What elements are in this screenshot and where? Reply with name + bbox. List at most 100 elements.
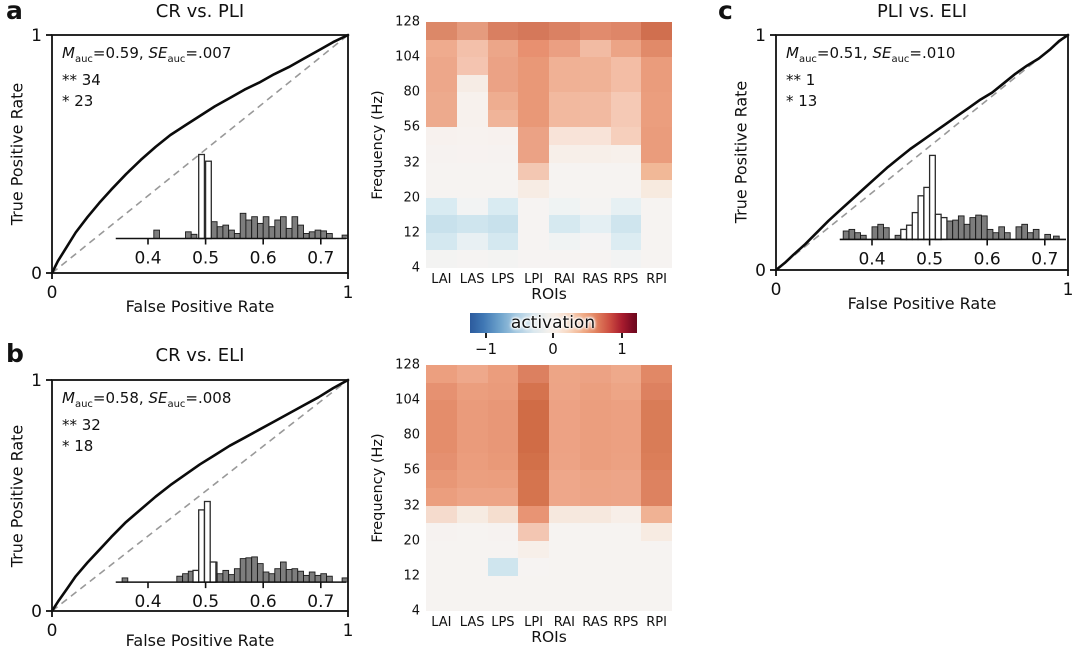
inset-white-bar bbox=[204, 160, 212, 240]
heatmap-cell bbox=[549, 558, 580, 576]
roc-a-title: CR vs. PLI bbox=[155, 1, 245, 22]
heatmap-cell bbox=[426, 452, 457, 471]
heatmap-cell bbox=[487, 417, 519, 436]
heatmap-cell bbox=[549, 57, 580, 75]
heatmap-cell bbox=[487, 523, 519, 541]
heatmap-cell bbox=[518, 144, 549, 163]
heatmap-cell bbox=[641, 470, 672, 488]
heatmap-cell bbox=[579, 365, 611, 383]
heatmap-cell bbox=[641, 575, 672, 594]
heatmap-cell bbox=[456, 74, 488, 93]
roi-column-label: RPS bbox=[613, 615, 639, 630]
heatmap-cell bbox=[487, 74, 519, 93]
heatmap-cell bbox=[518, 162, 549, 181]
heatmap-cell bbox=[518, 470, 549, 488]
freq-tick-label: 56 bbox=[403, 462, 420, 478]
heatmap-cell bbox=[426, 382, 457, 401]
heatmap-cell bbox=[610, 250, 642, 268]
heatmap-cell bbox=[641, 197, 672, 216]
inset-tick-label: 0.6 bbox=[250, 592, 277, 612]
heatmap-cell bbox=[610, 57, 642, 75]
inset-tick-label: 0.6 bbox=[974, 249, 1001, 269]
inset-gray-bar bbox=[957, 215, 965, 240]
heatmap-cell bbox=[610, 400, 642, 418]
heatmap-cell bbox=[579, 144, 611, 163]
heatmap-cell bbox=[518, 92, 549, 110]
heatmap-cell bbox=[456, 197, 488, 216]
heatmap-cell bbox=[610, 575, 642, 594]
stat-se-sub: auc bbox=[167, 399, 186, 410]
plot-frame bbox=[775, 34, 1069, 271]
heatmap-cell bbox=[549, 382, 580, 401]
inset-gray-bar bbox=[981, 215, 988, 240]
heatmap-cell bbox=[579, 575, 611, 594]
heatmap-cell bbox=[579, 558, 611, 576]
heatmap-cell bbox=[487, 250, 519, 268]
inset-gray-bar bbox=[877, 223, 884, 240]
freq-tick-label: 20 bbox=[403, 190, 420, 206]
heatmap-cell bbox=[487, 593, 519, 611]
inset-tick-label: 0.4 bbox=[858, 249, 885, 269]
heatmap-cell bbox=[549, 127, 580, 145]
heatmap-cell bbox=[610, 452, 642, 471]
inset-gray-bar bbox=[228, 229, 235, 239]
y-tick-label: 0 bbox=[31, 264, 42, 284]
heatmap-cell bbox=[610, 435, 642, 453]
heatmap-cell bbox=[641, 127, 672, 145]
heatmap-cell bbox=[610, 558, 642, 576]
heatmap-b-panel: Frequency (Hz) ROIs 128 104 80 56 32 20 12 4 LAI… bbox=[360, 343, 690, 647]
inset-gray-bar bbox=[153, 229, 160, 239]
stat-m-label: M bbox=[786, 44, 799, 62]
heatmap-cell bbox=[487, 540, 519, 559]
inset-gray-bar bbox=[222, 224, 230, 239]
heatmap-cell bbox=[487, 452, 519, 471]
heatmap-cell bbox=[456, 127, 488, 145]
heatmap-cell bbox=[426, 593, 457, 611]
inset-white-bar bbox=[923, 186, 931, 241]
heatmap-cell bbox=[610, 487, 642, 506]
heatmap-a-ylabel: Frequency (Hz) bbox=[370, 90, 386, 200]
roc-a-sig2: ** 34 bbox=[62, 71, 101, 89]
freq-tick-label: 104 bbox=[395, 49, 420, 65]
inset-gray-bar bbox=[871, 226, 879, 240]
heatmap-cell bbox=[487, 365, 519, 383]
inset-gray-bar bbox=[975, 214, 982, 240]
heatmap-cell bbox=[426, 180, 457, 198]
heatmap-cell bbox=[518, 593, 549, 611]
heatmap-cell bbox=[426, 250, 457, 268]
colorbar-label: activation bbox=[510, 313, 596, 333]
heatmap-cell bbox=[487, 144, 519, 163]
inset-gray-bar bbox=[320, 230, 327, 239]
heatmap-cell bbox=[641, 109, 672, 128]
roc-c-xlabel: False Positive Rate bbox=[847, 294, 997, 313]
heatmap-cell bbox=[610, 92, 642, 110]
heatmap-cell bbox=[487, 92, 519, 110]
heatmap-cell bbox=[610, 109, 642, 128]
heatmap-cell bbox=[456, 505, 488, 524]
heatmap-cell bbox=[456, 523, 488, 541]
y-tick-label: 1 bbox=[31, 26, 42, 46]
heatmap-cell bbox=[641, 382, 672, 401]
heatmap-cell bbox=[641, 250, 672, 268]
freq-tick-label: 104 bbox=[395, 392, 420, 408]
heatmap-cell bbox=[641, 523, 672, 541]
inset-tick-label: 0.4 bbox=[134, 248, 161, 268]
heatmap-cell bbox=[518, 382, 549, 401]
roi-column-label: LAS bbox=[459, 272, 485, 287]
heatmap-cell bbox=[610, 22, 642, 40]
heatmap-cell bbox=[549, 400, 580, 418]
heatmap-cell bbox=[518, 452, 549, 471]
heatmap-cell bbox=[641, 435, 672, 453]
heatmap-cell bbox=[426, 22, 457, 40]
inset-white-bar bbox=[940, 216, 948, 241]
heatmap-cell bbox=[579, 215, 611, 233]
heatmap-cell bbox=[426, 74, 457, 93]
heatmap-cell bbox=[456, 452, 488, 471]
panel-label-a: a bbox=[6, 0, 23, 25]
heatmap-cell bbox=[487, 558, 519, 576]
inset-gray-bar bbox=[1015, 226, 1023, 240]
heatmap-cell bbox=[456, 144, 488, 163]
plot-frame bbox=[51, 379, 349, 612]
heatmap-cell bbox=[518, 127, 549, 145]
inset-tick-label: 0.6 bbox=[250, 248, 277, 268]
